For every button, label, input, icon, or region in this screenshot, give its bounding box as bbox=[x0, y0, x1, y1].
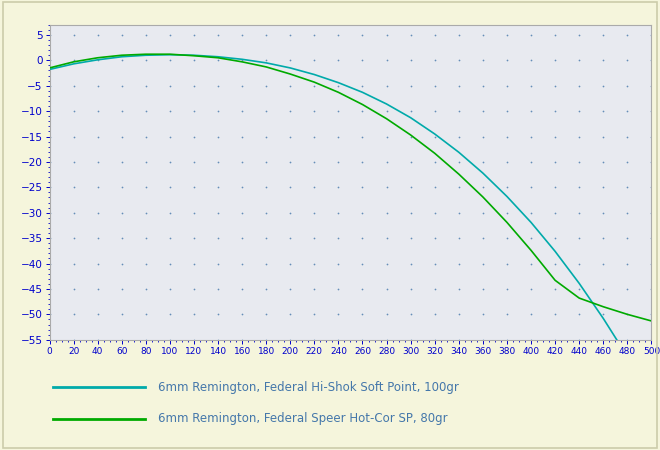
Text: 6mm Remington, Federal Hi-Shok Soft Point, 100gr: 6mm Remington, Federal Hi-Shok Soft Poin… bbox=[158, 381, 459, 393]
Text: 6mm Remington, Federal Speer Hot-Cor SP, 80gr: 6mm Remington, Federal Speer Hot-Cor SP,… bbox=[158, 412, 448, 425]
